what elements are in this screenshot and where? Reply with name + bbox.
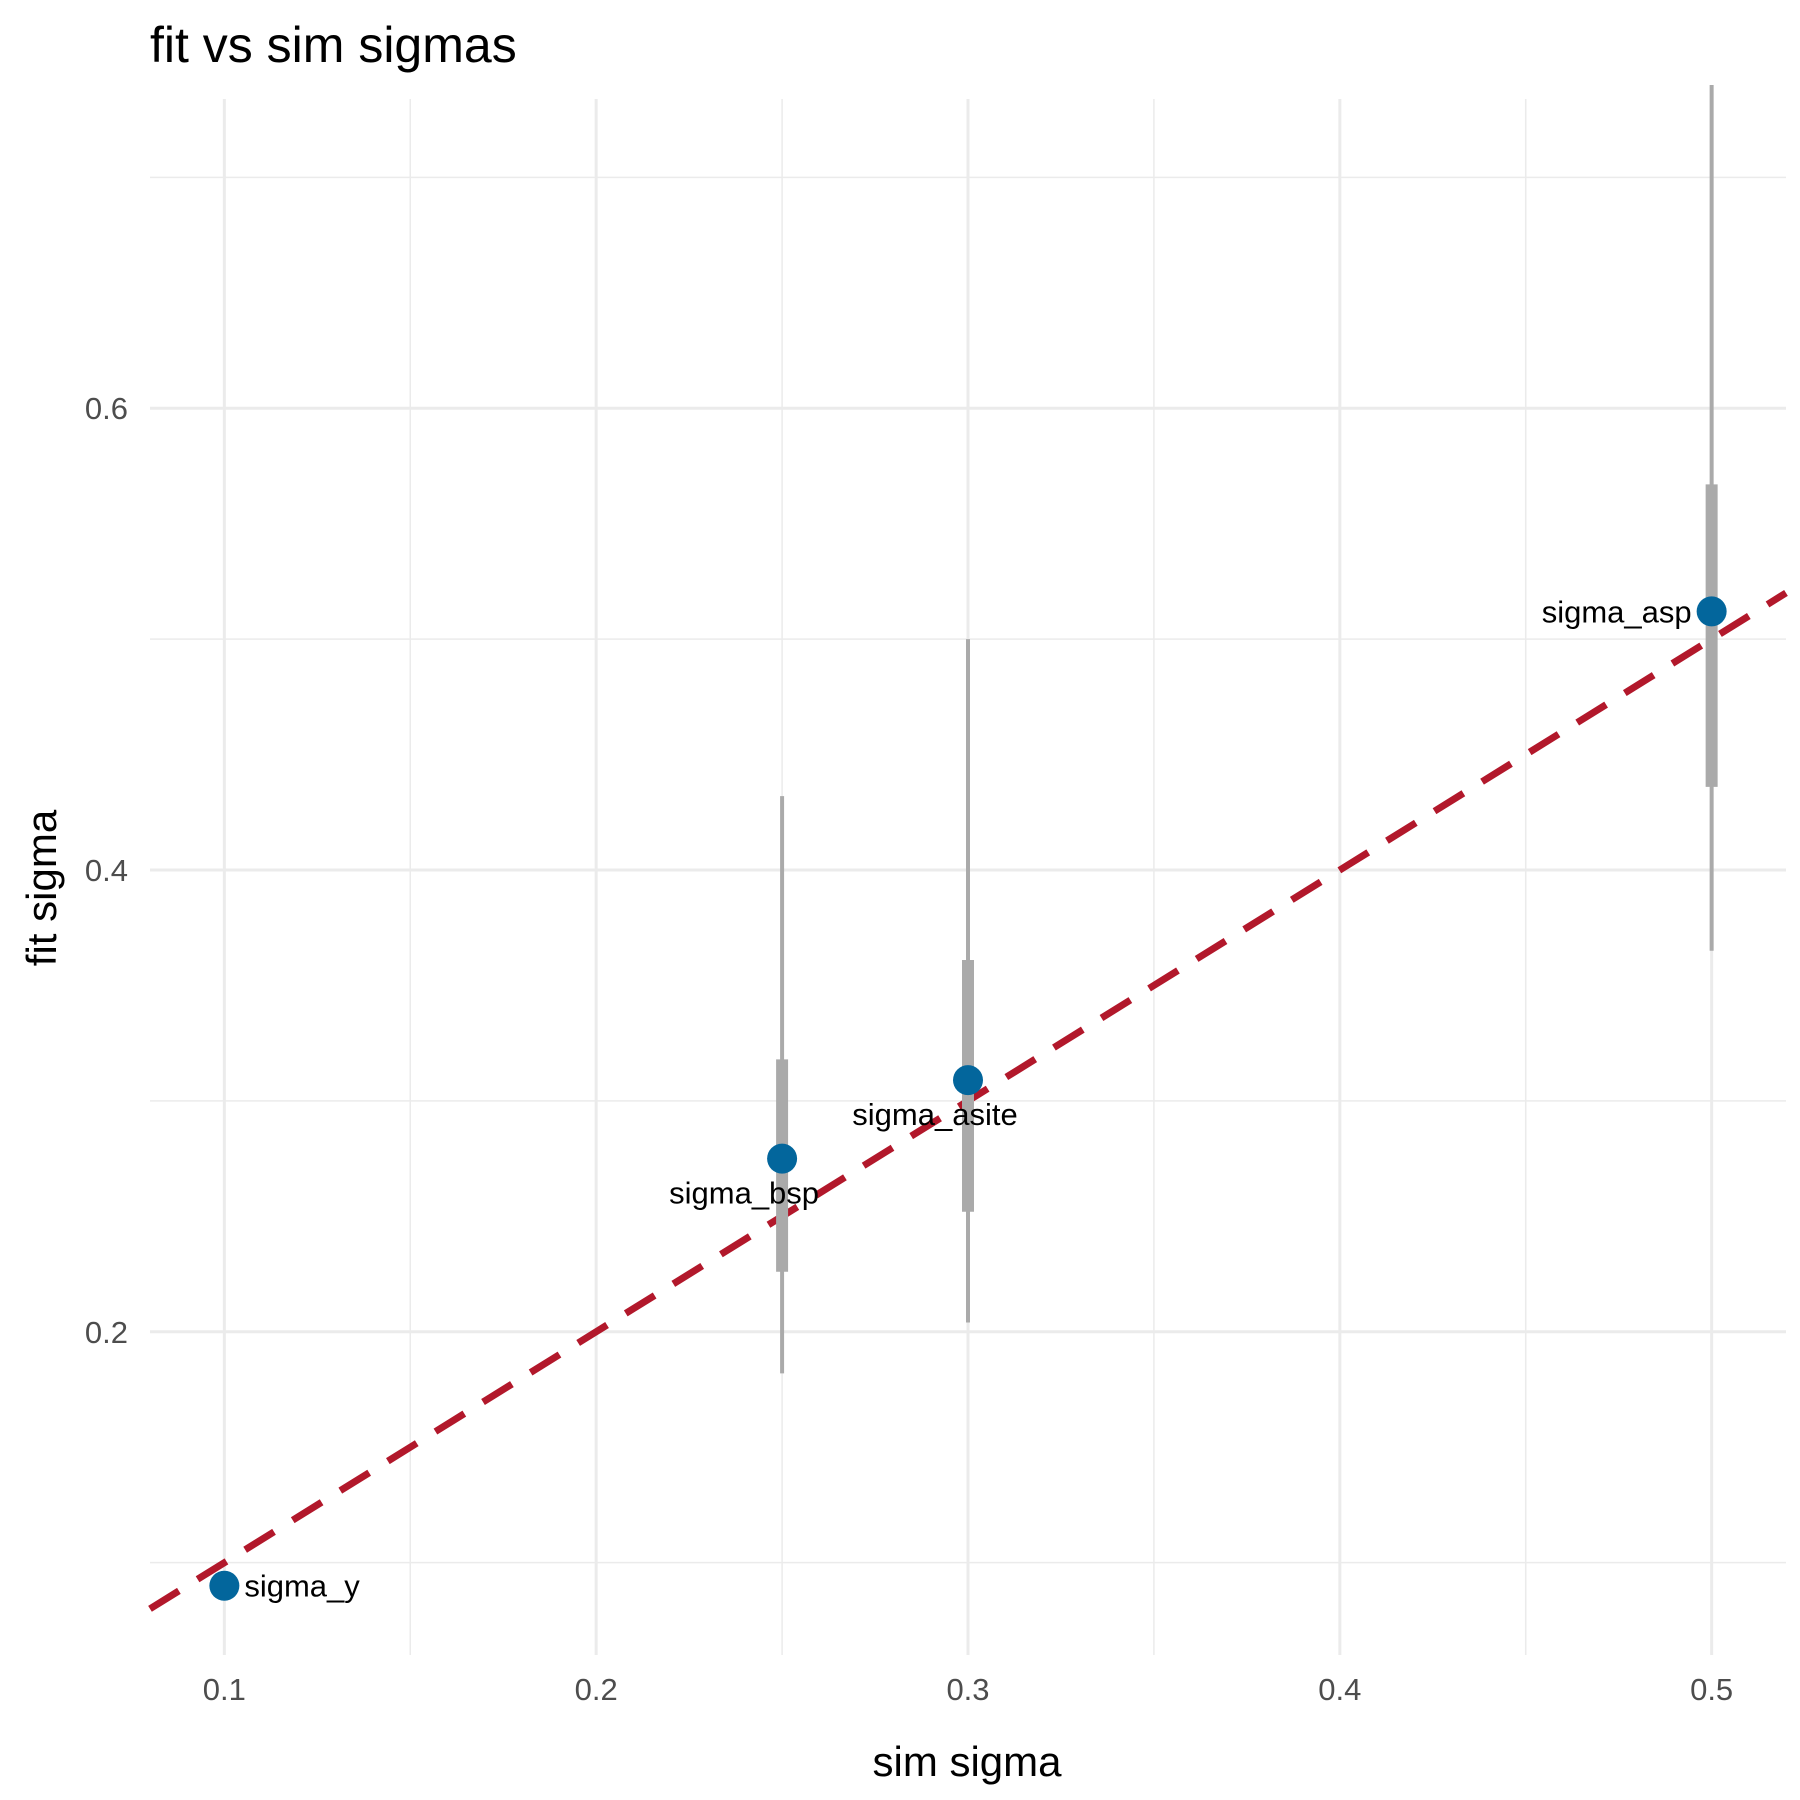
chart-title: fit vs sim sigmas: [150, 17, 517, 73]
point-label: sigma_y: [244, 1569, 360, 1604]
y-axis-ticks: 0.2 0.4 0.6: [85, 391, 128, 1350]
x-tick-label: 0.1: [203, 1672, 246, 1707]
data-point: [767, 1143, 798, 1174]
point-label: sigma_asp: [1542, 594, 1692, 629]
point-label-layer: sigma_y sigma_bsp sigma_asite sigma_asp: [244, 594, 1691, 1603]
point-label: sigma_asite: [852, 1097, 1017, 1132]
point-layer: [209, 596, 1727, 1601]
data-point: [953, 1065, 983, 1096]
data-point: [209, 1570, 240, 1601]
point-label: sigma_bsp: [669, 1176, 819, 1211]
y-tick-label: 0.2: [85, 1315, 128, 1350]
y-tick-label: 0.4: [85, 853, 128, 888]
y-axis-title: fit sigma: [18, 809, 65, 966]
x-axis-title: sim sigma: [872, 1738, 1062, 1785]
x-tick-label: 0.4: [1318, 1672, 1361, 1707]
interval-layer: [776, 85, 1718, 1374]
x-tick-label: 0.2: [575, 1672, 618, 1707]
x-axis-ticks: 0.1 0.2 0.3 0.4 0.5: [203, 1672, 1733, 1707]
data-point: [1696, 596, 1727, 627]
y-tick-label: 0.6: [85, 391, 128, 426]
x-tick-label: 0.5: [1690, 1672, 1733, 1707]
x-tick-label: 0.3: [946, 1672, 989, 1707]
